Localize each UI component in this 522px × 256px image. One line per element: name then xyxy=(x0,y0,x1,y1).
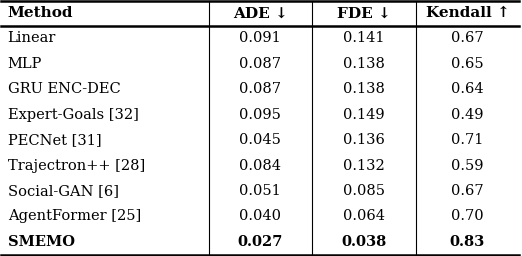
Text: 0.091: 0.091 xyxy=(240,31,281,45)
Text: 0.138: 0.138 xyxy=(343,82,385,96)
Text: 0.084: 0.084 xyxy=(239,158,281,173)
Text: 0.71: 0.71 xyxy=(451,133,483,147)
Text: 0.64: 0.64 xyxy=(451,82,484,96)
Text: 0.045: 0.045 xyxy=(240,133,281,147)
Text: 0.085: 0.085 xyxy=(343,184,385,198)
Text: 0.132: 0.132 xyxy=(343,158,385,173)
Text: 0.138: 0.138 xyxy=(343,57,385,71)
Text: GRU ENC-DEC: GRU ENC-DEC xyxy=(8,82,121,96)
Text: SMEMO: SMEMO xyxy=(8,235,75,249)
Text: Expert-Goals [32]: Expert-Goals [32] xyxy=(8,108,138,122)
Text: 0.65: 0.65 xyxy=(451,57,484,71)
Text: 0.83: 0.83 xyxy=(450,235,485,249)
Text: 0.040: 0.040 xyxy=(239,209,281,223)
Text: 0.064: 0.064 xyxy=(343,209,385,223)
Text: 0.67: 0.67 xyxy=(451,184,484,198)
Text: Linear: Linear xyxy=(8,31,56,45)
Text: 0.67: 0.67 xyxy=(451,31,484,45)
Text: Method: Method xyxy=(8,6,73,20)
Text: 0.038: 0.038 xyxy=(341,235,386,249)
Text: ADE ↓: ADE ↓ xyxy=(233,6,288,20)
Text: AgentFormer [25]: AgentFormer [25] xyxy=(8,209,141,223)
Text: FDE ↓: FDE ↓ xyxy=(337,6,391,20)
Text: 0.149: 0.149 xyxy=(343,108,385,122)
Text: 0.087: 0.087 xyxy=(239,57,281,71)
Text: 0.59: 0.59 xyxy=(451,158,484,173)
Text: PECNet [31]: PECNet [31] xyxy=(8,133,101,147)
Text: MLP: MLP xyxy=(8,57,42,71)
Text: 0.70: 0.70 xyxy=(451,209,484,223)
Text: Trajectron++ [28]: Trajectron++ [28] xyxy=(8,158,145,173)
Text: 0.49: 0.49 xyxy=(451,108,484,122)
Text: 0.051: 0.051 xyxy=(240,184,281,198)
Text: 0.027: 0.027 xyxy=(238,235,283,249)
Text: 0.087: 0.087 xyxy=(239,82,281,96)
Text: 0.141: 0.141 xyxy=(343,31,385,45)
Text: Kendall ↑: Kendall ↑ xyxy=(425,6,509,20)
Text: 0.095: 0.095 xyxy=(240,108,281,122)
Text: 0.136: 0.136 xyxy=(343,133,385,147)
Text: Social-GAN [6]: Social-GAN [6] xyxy=(8,184,118,198)
